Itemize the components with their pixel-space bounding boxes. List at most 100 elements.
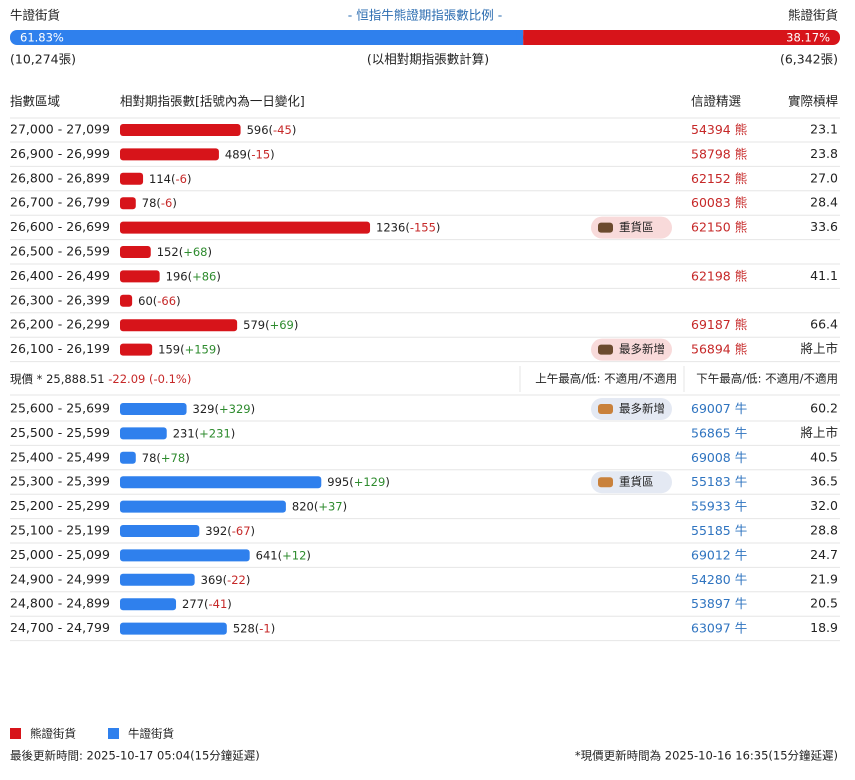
leverage: 24.7: [810, 547, 838, 562]
count: 159: [158, 342, 180, 356]
count-label: 152(+68): [157, 245, 212, 259]
count-label: 114(-6): [149, 171, 191, 185]
count-label: 329(+329): [193, 402, 256, 416]
code: 53897 牛: [691, 596, 747, 611]
count-bar: [120, 124, 241, 136]
code-number: 69012: [691, 547, 731, 562]
current-price: 現價 * 25,888.51 -22.09 (-0.1%): [10, 372, 191, 386]
code-number: 55185: [691, 523, 731, 538]
change: -1: [259, 621, 270, 635]
count: 489: [225, 147, 247, 161]
range: 26,200 - 26,299: [10, 317, 110, 332]
code: 62150 熊: [691, 219, 747, 234]
count: 392: [205, 524, 227, 538]
count-label: 392(-67): [205, 524, 255, 538]
code: 60083 熊: [691, 195, 747, 210]
legend-swatch: [10, 728, 21, 739]
badge-label: 最多新增: [619, 402, 665, 416]
change: +69: [270, 318, 294, 332]
column-header: 相對期指張數[括號內為一日變化]: [120, 94, 305, 109]
leverage: 36.5: [810, 474, 838, 489]
badge-icon: [598, 477, 613, 488]
change: -22: [227, 572, 246, 586]
change: -67: [232, 524, 251, 538]
change: +68: [183, 245, 207, 259]
code-number: 60083: [691, 195, 731, 210]
am-range: 上午最高/低: 不適用/不適用: [535, 372, 677, 386]
range: 26,500 - 26,599: [10, 244, 110, 259]
range: 25,100 - 25,199: [10, 523, 110, 538]
count-label: 78(-6): [142, 196, 177, 210]
range: 25,500 - 25,599: [10, 425, 110, 440]
price-label: 現價 *: [10, 372, 43, 386]
count-bar: [120, 246, 151, 258]
count-label: 820(+37): [292, 499, 347, 513]
code-unit: 牛: [735, 620, 748, 635]
badge: [591, 216, 672, 239]
code-unit: 牛: [735, 498, 748, 513]
badge-label: 最多新增: [619, 342, 665, 356]
leverage: 33.6: [810, 219, 838, 234]
badge-label: 重貨區: [619, 220, 654, 234]
count-bar: [120, 197, 136, 210]
change: -6: [161, 196, 172, 210]
code-unit: 牛: [735, 474, 748, 489]
count-bar: [120, 622, 227, 635]
count-bar: [120, 319, 238, 332]
range: 25,600 - 25,699: [10, 401, 110, 416]
leverage: 27.0: [810, 170, 838, 185]
count-bar: [120, 451, 136, 464]
bear-share-bar: [523, 30, 840, 45]
count: 60: [138, 293, 153, 307]
legend-swatch: [108, 728, 119, 739]
range: 25,200 - 25,299: [10, 498, 110, 513]
code: 69007 牛: [691, 401, 747, 416]
code: 69008 牛: [691, 449, 747, 464]
count: 1236: [376, 220, 405, 234]
code: 69012 牛: [691, 547, 747, 562]
bull-total: (10,274張): [10, 52, 76, 67]
count-label: 641(+12): [256, 548, 311, 562]
bull-label: 牛證街貨: [10, 8, 60, 23]
range: 26,300 - 26,399: [10, 292, 110, 307]
count-label: 277(-41): [182, 597, 232, 611]
bar-join: [516, 30, 524, 45]
leverage: 28.4: [810, 195, 838, 210]
code: 58798 熊: [691, 146, 747, 161]
code: 56894 熊: [691, 341, 747, 356]
range: 24,700 - 24,799: [10, 620, 110, 635]
code-unit: 牛: [735, 547, 748, 562]
count-label: 528(-1): [233, 621, 275, 635]
count-label: 489(-15): [225, 147, 275, 161]
code-number: 62152: [691, 170, 731, 185]
count-label: 995(+129): [327, 475, 390, 489]
change: +231: [199, 426, 231, 440]
leverage: 66.4: [810, 317, 838, 332]
code-unit: 牛: [735, 571, 748, 586]
code-unit: 熊: [735, 122, 748, 137]
count-label: 369(-22): [201, 572, 251, 586]
count-bar: [120, 476, 322, 489]
count: 369: [201, 572, 223, 586]
change: +78: [161, 450, 185, 464]
range: 24,900 - 24,999: [10, 571, 110, 586]
code-number: 58798: [691, 146, 731, 161]
range: 24,800 - 24,899: [10, 596, 110, 611]
count-label: 159(+159): [158, 342, 221, 356]
count-label: 579(+69): [243, 318, 298, 332]
badge-icon: [598, 404, 613, 414]
range: 27,000 - 27,099: [10, 122, 110, 137]
bull-share-label: 61.83%: [20, 31, 64, 45]
code: 54280 牛: [691, 571, 747, 586]
count: 995: [327, 475, 349, 489]
count: 641: [256, 548, 278, 562]
legend-label: 熊證街貨: [30, 727, 76, 741]
code-unit: 牛: [735, 523, 748, 538]
column-header: 信證精選: [691, 94, 742, 109]
title: - 恒指牛熊證期指張數比例 -: [348, 8, 502, 23]
range: 25,400 - 25,499: [10, 449, 110, 464]
change: +159: [185, 342, 217, 356]
code-number: 62198: [691, 268, 731, 283]
code: 55933 牛: [691, 498, 747, 513]
